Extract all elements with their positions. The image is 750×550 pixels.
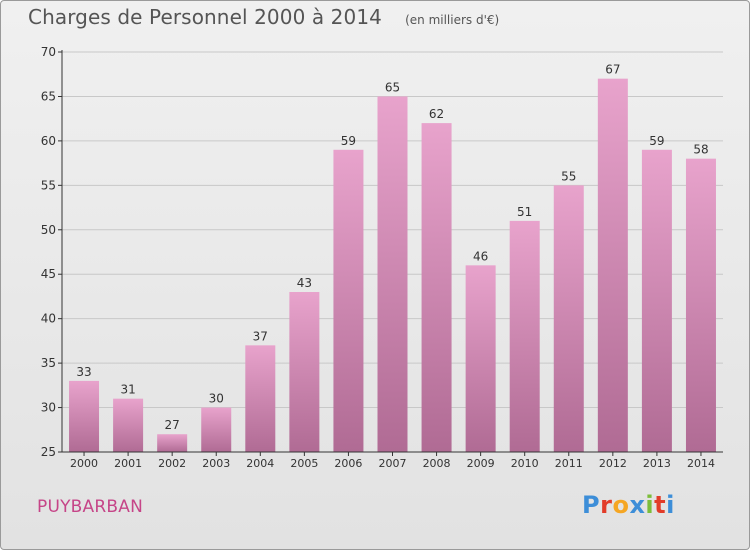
logo-letter: r [600, 491, 613, 519]
logo-letter: i [666, 491, 675, 519]
bar [333, 149, 364, 452]
data-label: 43 [297, 276, 312, 290]
x-tick-label: 2005 [290, 457, 318, 470]
data-label: 27 [165, 418, 180, 432]
x-tick-label: 2013 [643, 457, 671, 470]
bar [113, 398, 144, 452]
data-label: 62 [429, 107, 444, 121]
chart-subtitle: (en milliers d'€) [405, 13, 500, 27]
data-label: 58 [693, 143, 708, 157]
x-tick-label: 2003 [202, 457, 230, 470]
bar [289, 292, 320, 452]
x-tick-label: 2004 [246, 457, 274, 470]
x-tick-label: 2006 [334, 457, 362, 470]
bar [597, 78, 628, 453]
x-tick-label: 2001 [114, 457, 142, 470]
data-label: 59 [341, 134, 356, 148]
bar [421, 123, 452, 452]
bar [509, 220, 540, 452]
proxiti-logo[interactable]: Proxiti [582, 491, 675, 519]
bar [465, 265, 496, 452]
data-label: 55 [561, 169, 576, 183]
x-tick-label: 2002 [158, 457, 186, 470]
data-label: 33 [76, 365, 91, 379]
logo-letter: P [582, 491, 601, 519]
y-tick-label: 65 [41, 89, 56, 103]
y-tick-label: 35 [41, 356, 56, 370]
y-tick-label: 40 [41, 312, 56, 326]
y-tick-label: 55 [41, 178, 56, 192]
y-tick-label: 50 [41, 223, 56, 237]
data-label: 31 [120, 383, 135, 397]
data-label: 65 [385, 80, 400, 94]
data-label: 46 [473, 249, 488, 263]
x-tick-label: 2010 [511, 457, 539, 470]
x-tick-label: 2008 [423, 457, 451, 470]
place-name: PUYBARBAN [37, 497, 143, 517]
y-tick-label: 45 [41, 267, 56, 281]
x-tick-label: 2014 [687, 457, 715, 470]
x-tick-label: 2012 [599, 457, 627, 470]
bars [69, 78, 716, 453]
y-tick-label: 60 [41, 134, 56, 148]
bar [69, 380, 100, 452]
bar [685, 158, 716, 452]
bar [201, 407, 232, 452]
logo-letter: t [654, 491, 667, 519]
bar [553, 185, 584, 453]
labels: 25 30 35 40 45 50 55 60 65 70 33 2000 31 2001 27 2002 30… [41, 45, 715, 470]
x-tick-label: 2000 [70, 457, 98, 470]
logo-letter: i [645, 491, 655, 519]
data-label: 59 [649, 134, 664, 148]
bar [245, 345, 276, 452]
y-tick-label: 70 [41, 45, 56, 59]
x-tick-label: 2011 [555, 457, 583, 470]
y-tick-label: 25 [41, 445, 56, 459]
y-tick-label: 30 [41, 401, 56, 415]
axes [58, 50, 723, 456]
logo-letter: x [629, 491, 646, 519]
title-line: Charges de Personnel 2000 à 2014 (en mil… [28, 5, 499, 29]
data-label: 37 [253, 329, 268, 343]
bar [377, 96, 408, 452]
data-label: 30 [209, 392, 224, 406]
chart-title: Charges de Personnel 2000 à 2014 [28, 5, 382, 29]
x-tick-label: 2007 [379, 457, 407, 470]
bar [157, 434, 188, 452]
logo-letter: o [612, 491, 630, 519]
data-label: 67 [605, 63, 620, 77]
bar [641, 149, 672, 452]
data-label: 51 [517, 205, 532, 219]
x-tick-label: 2009 [467, 457, 495, 470]
